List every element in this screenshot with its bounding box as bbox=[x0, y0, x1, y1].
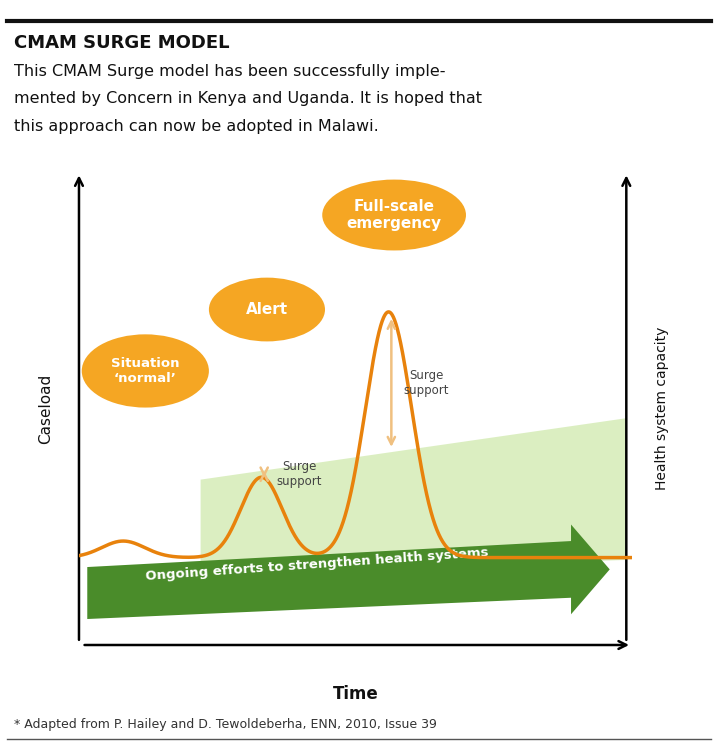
Text: Caseload: Caseload bbox=[38, 374, 53, 444]
Polygon shape bbox=[200, 419, 626, 574]
Text: Surge
support: Surge support bbox=[276, 460, 322, 488]
Text: Time: Time bbox=[332, 686, 378, 703]
Text: Health system capacity: Health system capacity bbox=[656, 327, 669, 490]
Ellipse shape bbox=[322, 179, 466, 251]
Text: Ongoing efforts to strengthen health systems: Ongoing efforts to strengthen health sys… bbox=[145, 546, 489, 584]
Text: mented by Concern in Kenya and Uganda. It is hoped that: mented by Concern in Kenya and Uganda. I… bbox=[14, 92, 482, 106]
Text: CMAM SURGE MODEL: CMAM SURGE MODEL bbox=[14, 34, 230, 52]
Text: This CMAM Surge model has been successfully imple-: This CMAM Surge model has been successfu… bbox=[14, 64, 446, 79]
Text: * Adapted from P. Hailey and D. Tewoldeberha, ENN, 2010, Issue 39: * Adapted from P. Hailey and D. Tewoldeb… bbox=[14, 718, 437, 731]
Text: this approach can now be adopted in Malawi.: this approach can now be adopted in Mala… bbox=[14, 119, 379, 134]
Text: Full-scale
emergency: Full-scale emergency bbox=[347, 199, 442, 231]
Text: Surge
support: Surge support bbox=[404, 369, 449, 397]
Ellipse shape bbox=[209, 278, 325, 341]
Ellipse shape bbox=[82, 334, 209, 407]
Polygon shape bbox=[88, 524, 610, 619]
Text: Alert: Alert bbox=[246, 302, 288, 317]
Text: Situation
‘normal’: Situation ‘normal’ bbox=[111, 357, 180, 385]
